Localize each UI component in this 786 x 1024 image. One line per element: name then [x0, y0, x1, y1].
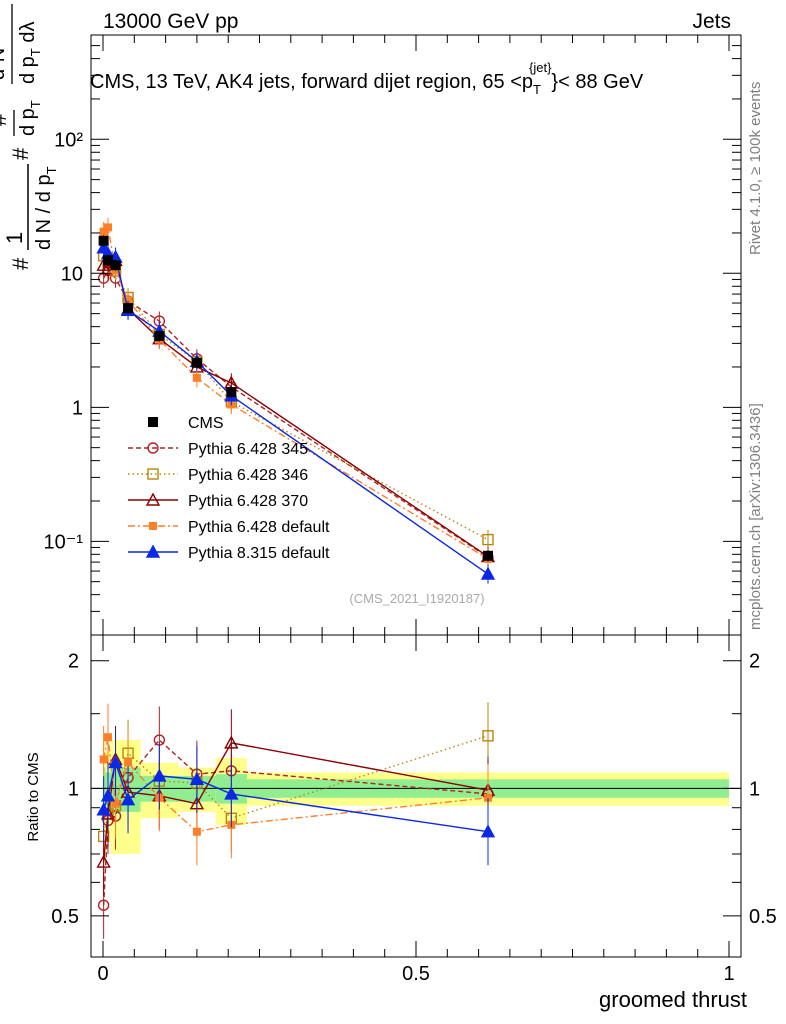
- series-line: [102, 255, 489, 541]
- ratio-point: [104, 733, 113, 742]
- legend-label: Pythia 6.428 370: [188, 493, 308, 510]
- y-tick-label: 10: [61, 263, 83, 285]
- data-point: [480, 566, 496, 580]
- ratio-point: [99, 755, 108, 764]
- y-tick-label: 1: [72, 397, 83, 419]
- ratio-point: [482, 730, 494, 742]
- data-point: [482, 550, 493, 561]
- data-point: [123, 303, 134, 314]
- series-cms-data: [98, 235, 493, 562]
- y-label-hash-2: #: [8, 147, 33, 160]
- plot-title: CMS, 13 TeV, AK4 jets, forward dijet reg…: [90, 60, 644, 97]
- y-label-hash-3: #: [0, 113, 11, 126]
- ratio-point: [224, 786, 239, 800]
- ratio-tick-label-right: 0.5: [749, 906, 777, 928]
- data-point: [124, 296, 133, 305]
- legend-marker: [147, 442, 159, 454]
- ratio-point: [152, 768, 167, 782]
- main-panel: [96, 217, 496, 584]
- ratio-line: [102, 735, 489, 837]
- series-pythia-6-428-default: [99, 217, 492, 569]
- y-label-dpt: d pT: [17, 100, 43, 136]
- x-axis-label: groomed thrust: [599, 987, 747, 1012]
- legend-marker: [145, 544, 161, 558]
- data-point: [154, 331, 165, 342]
- data-point: [482, 533, 494, 546]
- legend-marker: [149, 522, 157, 530]
- analysis-watermark: (CMS_2021_I1920187): [349, 591, 484, 606]
- ratio-point: [124, 758, 133, 767]
- legend-entry: Pythia 6.428 default: [128, 519, 330, 536]
- ratio-point: [108, 755, 123, 769]
- ratio-band-stat: [103, 767, 106, 812]
- x-tick-label: 1: [723, 963, 734, 985]
- y-label-dpt-dlambda: d pT dλ: [17, 22, 43, 84]
- data-point: [110, 260, 121, 271]
- axes: 10⁻¹ 1 10 10² 0.5 0.5 1 1 2 2 0 0.5 1: [44, 34, 777, 985]
- y-tick-label: 10²: [54, 129, 83, 151]
- data-point: [99, 227, 108, 236]
- legend-label: Pythia 6.428 345: [188, 441, 308, 458]
- ratio-axis-label: Ratio to CMS: [25, 752, 42, 841]
- ratio-point: [483, 793, 492, 802]
- ratio-point: [96, 854, 111, 868]
- data-point: [104, 223, 113, 232]
- data-point: [226, 387, 237, 398]
- ratio-series-pythia-8-315-default: [96, 729, 496, 866]
- ratio-point: [100, 788, 116, 802]
- ratio-tick-label: 1: [68, 778, 79, 800]
- y-label-one: 1: [2, 232, 27, 244]
- series-line: [103, 269, 489, 558]
- ratio-tick-label: 0.5: [51, 906, 79, 928]
- ratio-line: [102, 760, 489, 833]
- ratio-tick-label: 2: [68, 651, 79, 673]
- ratio-point: [480, 824, 496, 838]
- legend-marker: [145, 492, 161, 506]
- legend-entry: Pythia 8.315 default: [128, 544, 330, 562]
- y-tick-label: 10⁻¹: [44, 531, 84, 553]
- ratio-point: [111, 799, 120, 808]
- ratio-series-pythia-6-428-345: [97, 706, 494, 939]
- ratio-line: [102, 742, 489, 863]
- header-left: 13000 GeV pp: [103, 10, 238, 33]
- legend-label: CMS: [188, 415, 224, 432]
- legend-entry: Pythia 6.428 346: [128, 467, 308, 484]
- y-label-dndpt: d N / d pT: [33, 166, 59, 250]
- series-line: [103, 258, 489, 558]
- legend-marker: [148, 417, 158, 427]
- ratio-uncertainty-bands: [91, 740, 741, 854]
- ratio-point: [120, 792, 136, 806]
- legend-entry: Pythia 6.428 370: [128, 492, 308, 510]
- data-point: [98, 235, 109, 246]
- data-point: [103, 255, 114, 266]
- ratio-point: [189, 771, 205, 786]
- ratio-point: [224, 735, 239, 749]
- mcplots-note: mcplots.cern.ch [arXiv:1306.3436]: [747, 403, 764, 630]
- x-tick-label: 0: [97, 963, 108, 985]
- ratio-point: [96, 802, 111, 816]
- data-point: [192, 373, 201, 382]
- y-axis-label: # 1 d N / d pT # # d pT d2N d pT dλ: [0, 4, 59, 270]
- rivet-note: Rivet 4.1.0, ≥ 100k events: [747, 82, 764, 255]
- legend-label: Pythia 6.428 346: [188, 467, 308, 484]
- ratio-tick-label-right: 1: [749, 778, 760, 800]
- legend-entry: CMS: [148, 415, 224, 432]
- ratio-panel: [96, 702, 496, 939]
- y-label-d2n: d2N: [0, 48, 9, 80]
- data-point: [191, 357, 202, 368]
- y-label-hash-1: #: [8, 257, 33, 270]
- ratio-tick-label-right: 2: [749, 651, 760, 673]
- legend-marker: [147, 468, 159, 480]
- x-tick-label: 0.5: [402, 963, 430, 985]
- ratio-line: [102, 737, 489, 833]
- ratio-point: [192, 827, 201, 836]
- legend-label: Pythia 8.315 default: [188, 545, 330, 562]
- legend-label: Pythia 6.428 default: [188, 519, 330, 536]
- legend: CMS Pythia 6.428 345 Pythia 6.428 346 Pythi…: [128, 415, 330, 562]
- ratio-point: [97, 899, 110, 911]
- legend-entry: Pythia 6.428 345: [128, 441, 308, 458]
- header-right: Jets: [692, 10, 731, 33]
